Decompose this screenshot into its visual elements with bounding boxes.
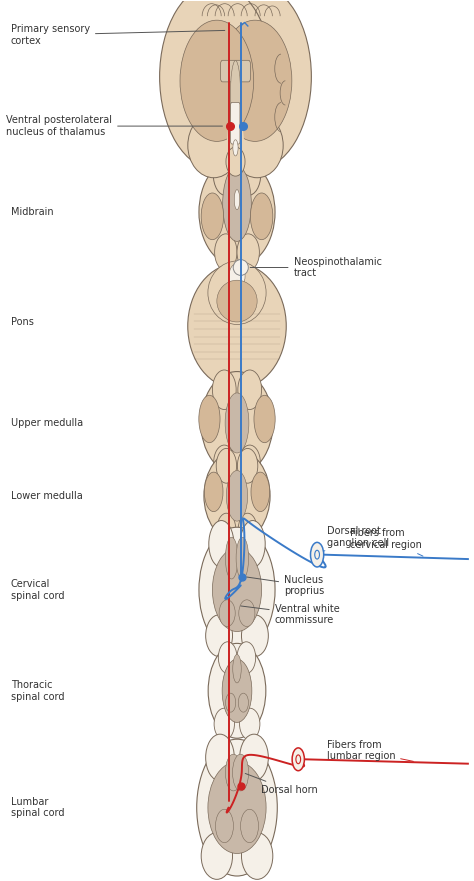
Ellipse shape [237,233,259,270]
Ellipse shape [237,448,258,483]
Ellipse shape [254,396,275,442]
Ellipse shape [233,260,248,276]
Circle shape [292,748,304,771]
Ellipse shape [209,521,234,567]
Ellipse shape [237,641,255,673]
Text: Thoracic
spinal cord: Thoracic spinal cord [11,680,64,701]
Text: Dorsal horn: Dorsal horn [245,774,317,795]
Ellipse shape [227,117,244,174]
Ellipse shape [234,189,240,210]
Text: Pons: Pons [11,317,34,327]
Ellipse shape [214,445,235,480]
Ellipse shape [188,263,286,389]
Text: Primary sensory
cortex: Primary sensory cortex [11,24,225,46]
Ellipse shape [222,659,252,722]
Ellipse shape [180,20,254,141]
Ellipse shape [199,527,275,652]
Ellipse shape [208,762,266,854]
Ellipse shape [241,810,258,842]
Ellipse shape [197,739,277,876]
Ellipse shape [238,514,257,544]
Ellipse shape [215,233,237,270]
Text: Lumbar
spinal cord: Lumbar spinal cord [11,796,64,818]
Ellipse shape [188,113,240,178]
Ellipse shape [241,833,273,879]
Ellipse shape [233,655,241,683]
Circle shape [315,551,319,559]
Ellipse shape [225,754,241,791]
Text: Neospinothalamic
tract: Neospinothalamic tract [250,256,382,278]
Ellipse shape [226,693,236,712]
Ellipse shape [214,708,235,740]
Ellipse shape [225,393,249,453]
Ellipse shape [213,154,238,196]
Ellipse shape [239,600,255,626]
Ellipse shape [251,472,270,512]
Ellipse shape [219,600,235,626]
Text: Fibers from
cervical region: Fibers from cervical region [350,528,423,556]
Ellipse shape [238,693,248,712]
Ellipse shape [233,754,249,791]
Ellipse shape [208,261,266,324]
Text: Ventral white
commissure: Ventral white commissure [241,603,339,626]
Ellipse shape [212,548,262,632]
Ellipse shape [217,514,236,544]
Ellipse shape [233,140,238,156]
Ellipse shape [218,0,253,145]
Circle shape [310,543,324,567]
Text: Fibers from
lumbar region: Fibers from lumbar region [327,740,413,761]
Ellipse shape [236,154,261,196]
Ellipse shape [204,472,223,512]
Ellipse shape [227,470,247,522]
Ellipse shape [230,61,241,133]
Ellipse shape [229,263,245,289]
Ellipse shape [225,537,238,579]
Ellipse shape [219,641,237,673]
Ellipse shape [240,521,265,567]
Ellipse shape [250,193,273,240]
Text: Cervical
spinal cord: Cervical spinal cord [11,579,64,601]
Text: Midbrain: Midbrain [11,207,54,217]
Ellipse shape [240,734,268,781]
FancyBboxPatch shape [231,102,240,144]
Ellipse shape [160,0,273,170]
Ellipse shape [218,20,292,141]
Ellipse shape [206,615,233,656]
Ellipse shape [223,167,251,241]
Ellipse shape [212,370,236,410]
Text: Upper medulla: Upper medulla [11,418,83,428]
Ellipse shape [231,113,283,178]
Ellipse shape [206,734,234,781]
Ellipse shape [201,193,224,240]
Ellipse shape [208,643,266,738]
Ellipse shape [239,445,260,480]
Circle shape [296,755,301,764]
Ellipse shape [216,448,237,483]
Ellipse shape [199,0,311,170]
Ellipse shape [236,537,249,579]
Ellipse shape [239,708,260,740]
Ellipse shape [238,370,262,410]
Ellipse shape [201,372,273,474]
Ellipse shape [199,396,220,442]
Ellipse shape [201,833,233,879]
Ellipse shape [226,147,245,176]
Text: Lower medulla: Lower medulla [11,491,82,500]
Ellipse shape [216,810,233,842]
Ellipse shape [241,615,268,656]
Ellipse shape [204,450,270,542]
Text: Ventral posterolateral
nucleus of thalamus: Ventral posterolateral nucleus of thalam… [6,115,222,137]
Ellipse shape [199,158,275,266]
Text: Nucleus
proprius: Nucleus proprius [247,574,324,596]
Ellipse shape [217,280,257,322]
Text: Dorsal root
ganglion cell: Dorsal root ganglion cell [324,526,389,552]
FancyBboxPatch shape [220,60,250,82]
